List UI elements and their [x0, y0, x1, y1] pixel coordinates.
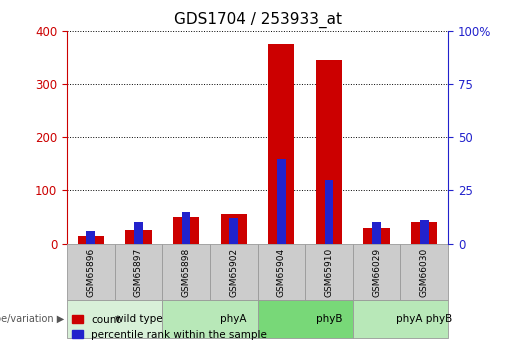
Bar: [125, 230, 151, 244]
Text: GSM66029: GSM66029: [372, 247, 381, 297]
Bar: [173, 217, 199, 244]
Legend: count, percentile rank within the sample: count, percentile rank within the sample: [72, 315, 267, 340]
Bar: [268, 45, 295, 244]
Bar: [210, 244, 258, 300]
Bar: [182, 212, 191, 244]
Bar: [364, 228, 390, 244]
Bar: [134, 223, 143, 244]
Bar: [162, 244, 210, 300]
Bar: [220, 214, 247, 244]
Text: wild type: wild type: [115, 314, 162, 324]
Text: GSM65897: GSM65897: [134, 247, 143, 297]
Text: GSM65898: GSM65898: [182, 247, 191, 297]
Bar: [67, 300, 162, 338]
Bar: [372, 223, 381, 244]
Bar: [316, 60, 342, 244]
Bar: [305, 244, 353, 300]
Bar: [258, 300, 353, 338]
Bar: [162, 300, 258, 338]
Text: GSM66030: GSM66030: [420, 247, 428, 297]
Bar: [420, 220, 428, 244]
Bar: [411, 223, 437, 244]
Text: genotype/variation ▶: genotype/variation ▶: [0, 314, 64, 324]
Bar: [353, 300, 448, 338]
Bar: [67, 244, 115, 300]
Text: GSM65896: GSM65896: [87, 247, 95, 297]
Title: GDS1704 / 253933_at: GDS1704 / 253933_at: [174, 12, 341, 28]
Bar: [87, 231, 95, 244]
Bar: [258, 244, 305, 300]
Bar: [353, 244, 401, 300]
Text: GSM65904: GSM65904: [277, 247, 286, 297]
Bar: [114, 244, 162, 300]
Text: phyA: phyA: [220, 314, 247, 324]
Bar: [78, 236, 104, 244]
Text: GSM65910: GSM65910: [324, 247, 333, 297]
Text: phyA phyB: phyA phyB: [396, 314, 452, 324]
Bar: [229, 218, 238, 244]
Bar: [324, 180, 333, 244]
Bar: [401, 244, 448, 300]
Text: phyB: phyB: [316, 314, 342, 324]
Text: GSM65902: GSM65902: [229, 247, 238, 297]
Bar: [277, 159, 286, 244]
